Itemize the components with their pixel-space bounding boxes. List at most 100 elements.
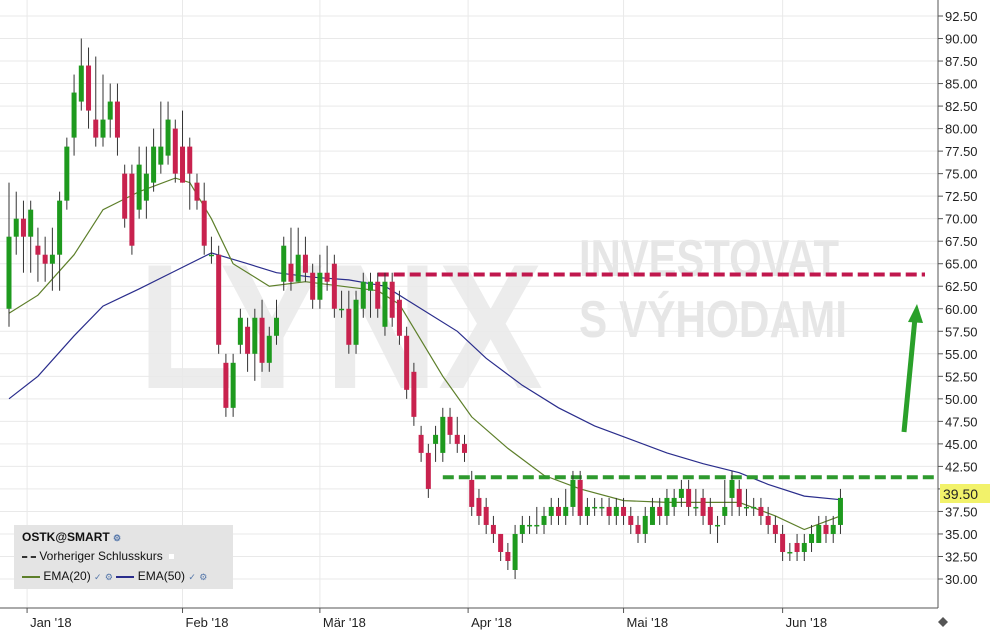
y-tick-label: 35.00 (945, 527, 978, 542)
candle (555, 497, 561, 525)
scroll-end-icon[interactable] (938, 617, 948, 627)
candle-body (180, 146, 186, 183)
candle (107, 83, 113, 138)
watermark-line1: INVESTOVAT (579, 230, 839, 288)
candle-body (187, 146, 193, 174)
legend-symbol: OSTK@SMART (22, 530, 110, 544)
candle-body (751, 506, 757, 509)
candle-body (801, 542, 807, 552)
candle (114, 83, 120, 156)
candle-body (237, 317, 243, 345)
candle-body (78, 65, 84, 102)
candle (642, 506, 648, 543)
candle-body (584, 506, 590, 516)
candle-body (28, 209, 34, 237)
ema50-line-group (8, 252, 841, 501)
y-tick-label: 37.50 (945, 504, 978, 519)
candle-body (548, 506, 554, 516)
candle-body (230, 362, 236, 408)
ema50-settings-icon[interactable]: ⚙ (199, 572, 208, 582)
candle (295, 227, 301, 282)
candle (339, 290, 345, 318)
candle (252, 308, 258, 381)
last-price-label: 39.50 (943, 486, 978, 502)
candle (310, 263, 316, 309)
candle-body (425, 452, 431, 489)
candle (628, 506, 634, 534)
candle (707, 497, 713, 534)
y-tick-label: 50.00 (945, 392, 978, 407)
candle (722, 479, 728, 525)
candle (288, 227, 294, 291)
candle-body (628, 515, 634, 525)
candle (93, 56, 99, 147)
candle (686, 479, 692, 516)
candle (700, 488, 706, 525)
candle-body (216, 254, 222, 345)
x-tick-label: Mär '18 (323, 615, 366, 630)
candle-body (57, 200, 63, 255)
y-tick-label: 77.50 (945, 144, 978, 159)
candle (411, 362, 417, 426)
candle-body (787, 551, 793, 554)
candle (743, 488, 749, 516)
candle (375, 272, 381, 318)
candle-body (93, 119, 99, 138)
candle (671, 488, 677, 516)
ema20-check-icon[interactable]: ✓ (94, 572, 102, 582)
candle (42, 236, 48, 282)
candle (664, 488, 670, 525)
y-tick-label: 90.00 (945, 32, 978, 47)
candle-body (353, 299, 359, 345)
y-axis: 92.50 90.00 87.50 85.00 82.50 80.00 77.50 75.00… (938, 9, 978, 587)
candle (13, 191, 19, 255)
y-tick-label: 57.50 (945, 324, 978, 339)
candle (534, 506, 540, 534)
candle (172, 119, 178, 183)
y-tick-label: 60.00 (945, 302, 978, 317)
ema50-check-icon[interactable]: ✓ (188, 572, 196, 582)
candle-body (613, 506, 619, 516)
y-tick-label: 82.50 (945, 99, 978, 114)
candle (331, 254, 337, 318)
candle (78, 38, 84, 111)
settings-icon[interactable]: ⚙ (113, 533, 122, 543)
watermark-brand: LYNX (138, 227, 543, 426)
candle-body (194, 182, 200, 201)
y-tick-label: 32.50 (945, 549, 978, 564)
candle (151, 128, 157, 192)
candle (158, 101, 164, 174)
y-tick-label: 30.00 (945, 572, 978, 587)
candle (259, 299, 265, 372)
legend-panel: OSTK@SMART ⚙ Vorheriger Schlusskurs EMA(… (14, 525, 233, 589)
candle (71, 74, 77, 156)
ema20-line-icon (22, 575, 40, 578)
y-tick-label: 67.50 (945, 234, 978, 249)
candle (237, 308, 243, 354)
candle-body (208, 254, 214, 257)
candle-body (331, 263, 337, 309)
candle (469, 470, 475, 516)
candle (20, 200, 26, 273)
candle (548, 497, 554, 525)
candle-body (693, 506, 699, 509)
candle-body (700, 497, 706, 516)
candle (780, 524, 786, 561)
candle (794, 533, 800, 561)
candle (823, 515, 829, 543)
candle-body (555, 506, 561, 516)
candle-body (274, 317, 280, 336)
candle-body (461, 443, 467, 453)
candle-body (346, 308, 352, 345)
candle (527, 515, 533, 534)
candle (765, 506, 771, 534)
candle (809, 524, 815, 552)
candle-body (635, 524, 641, 534)
candle-body (245, 326, 251, 354)
candle-body (418, 434, 424, 453)
candle-body (715, 524, 721, 527)
candle-body (360, 281, 366, 309)
candle (194, 173, 200, 210)
candle (454, 416, 460, 453)
ema20-settings-icon[interactable]: ⚙ (104, 572, 113, 582)
